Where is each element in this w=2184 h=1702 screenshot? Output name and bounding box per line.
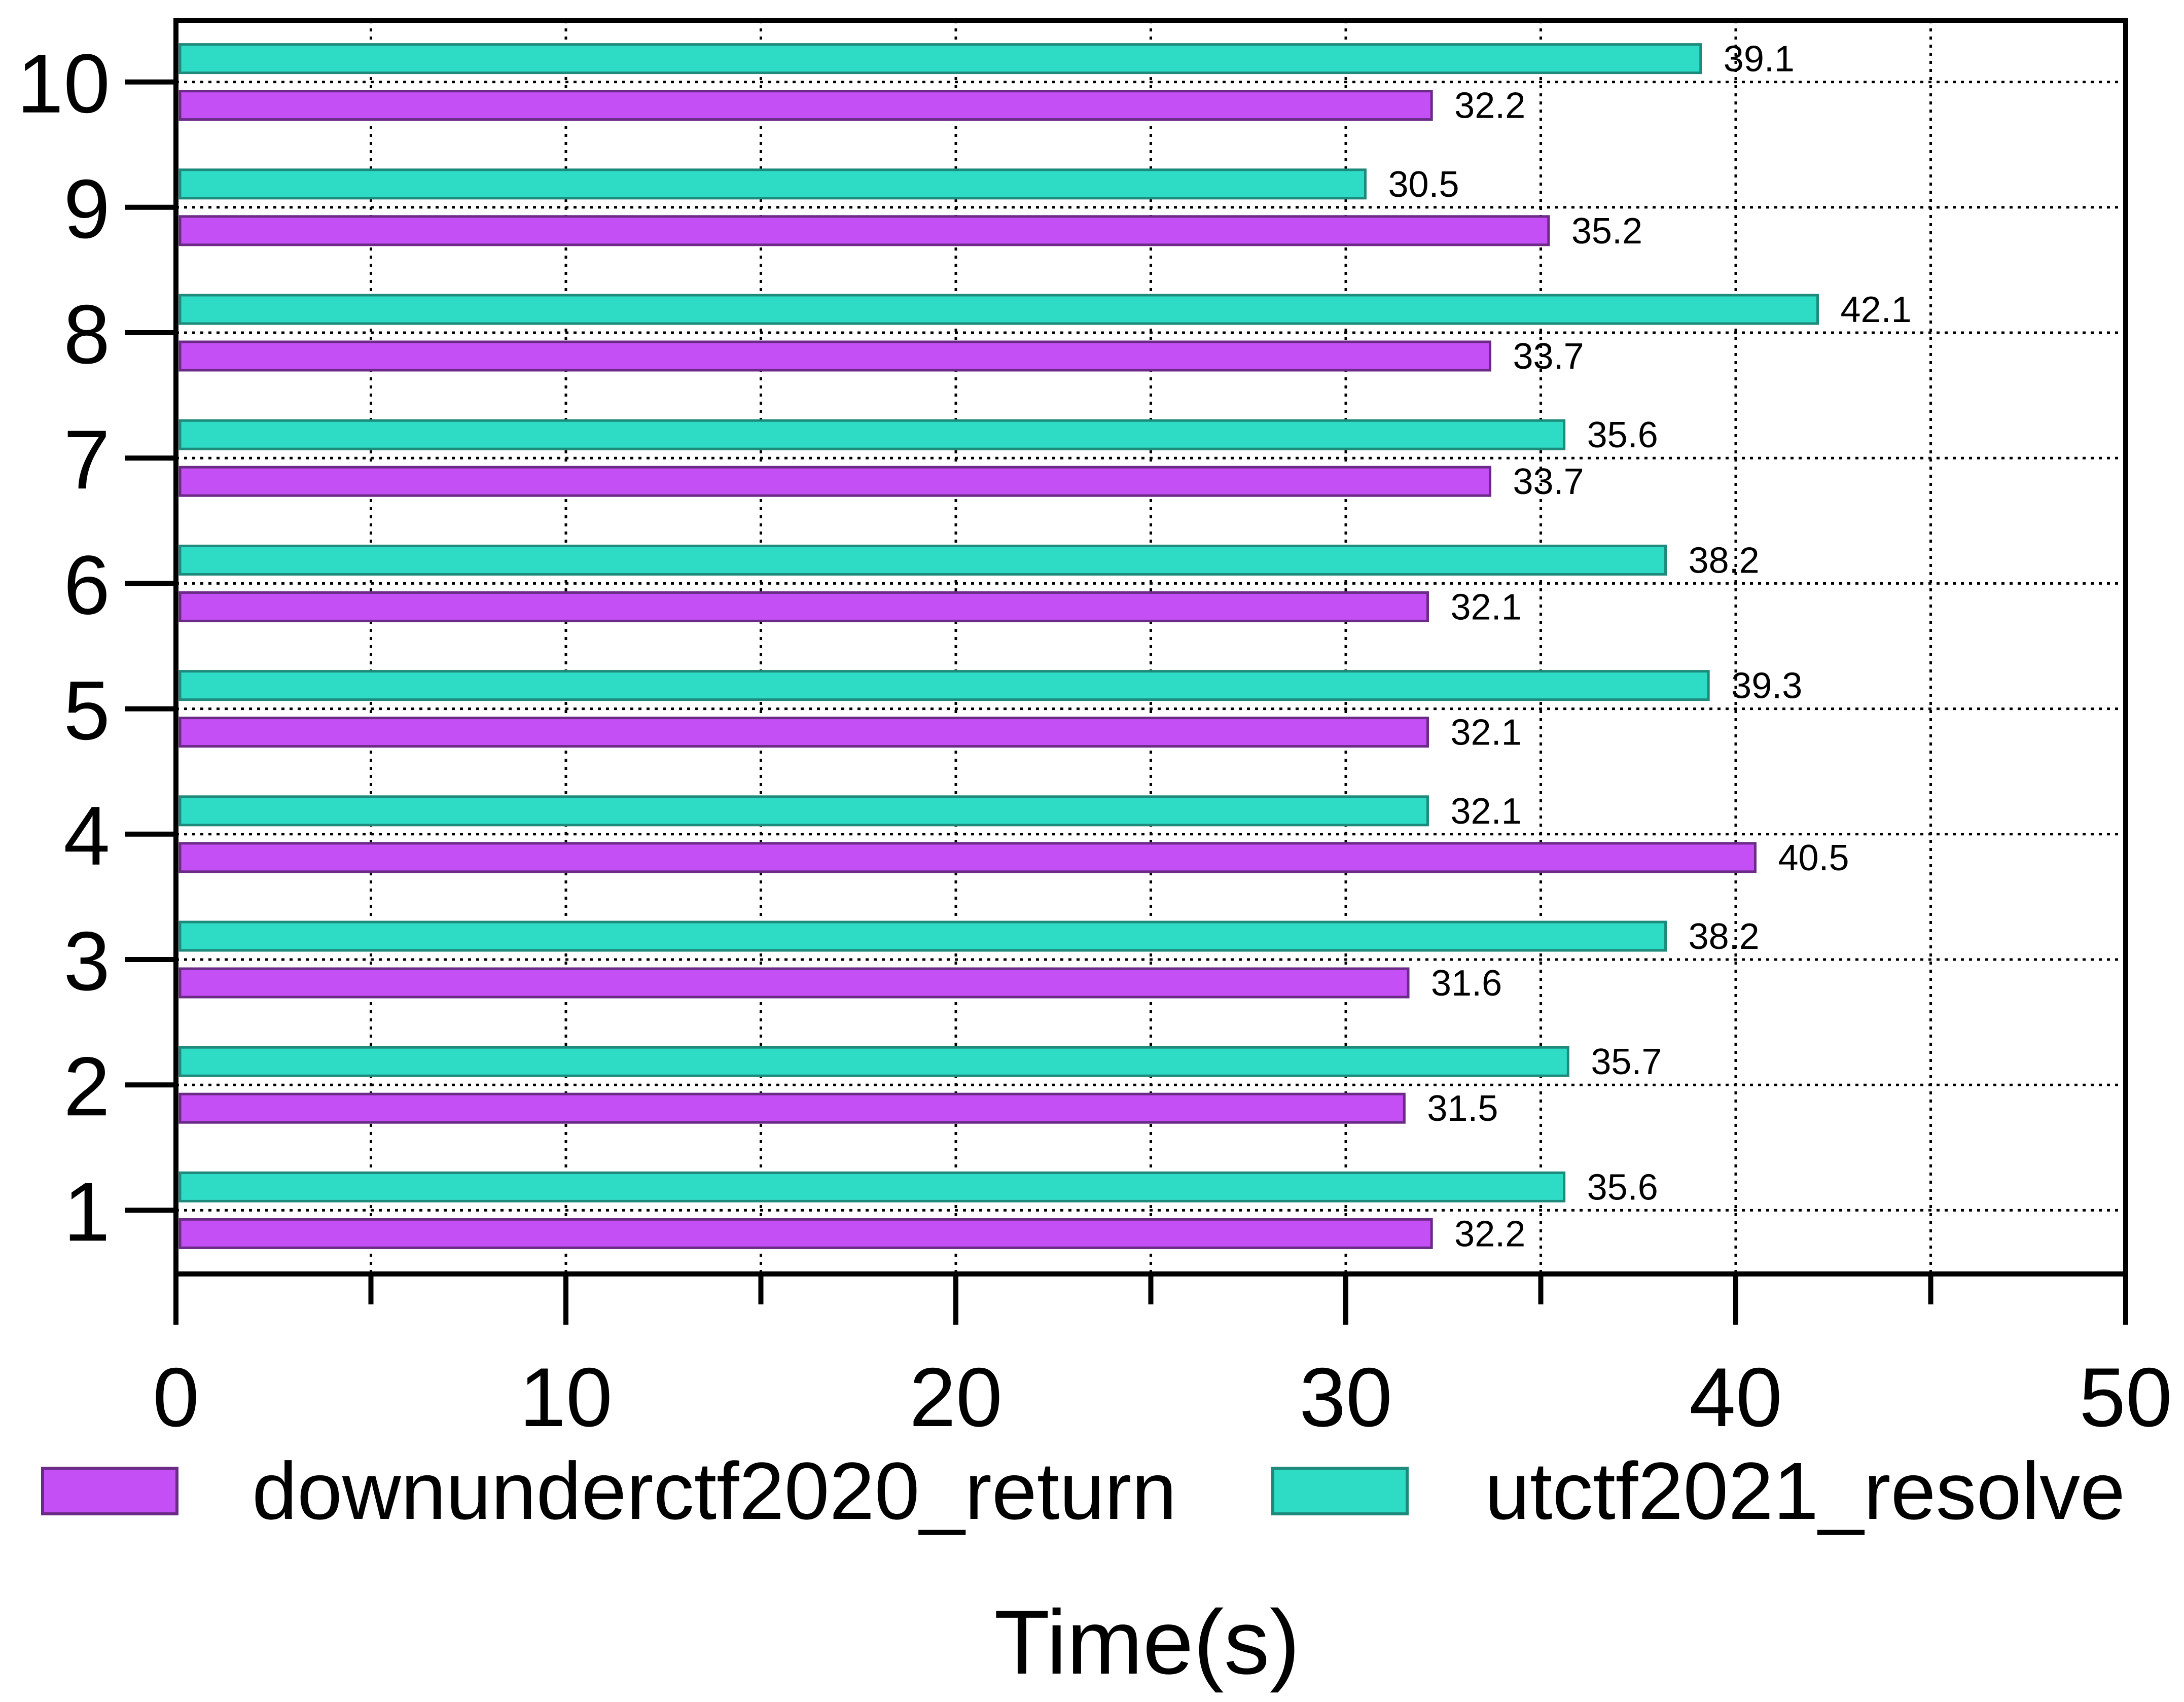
y-tick-label: 2 [63,1040,110,1133]
x-tick-label: 10 [519,1351,613,1444]
data-label: 38.2 [1689,916,1760,957]
y-tick-label: 9 [63,162,110,256]
y-tick-label: 5 [63,664,110,757]
bar-utctf-10 [178,43,1702,75]
data-label: 38.2 [1689,540,1760,581]
data-label: 32.2 [1454,1214,1525,1254]
legend-swatch-downunder [41,1467,178,1515]
legend-label-utctf: utctf2021_resolve [1485,1445,2125,1536]
bar-downunder-6 [178,591,1429,622]
data-label: 33.7 [1513,336,1584,377]
bar-utctf-1 [178,1171,1566,1202]
data-label: 32.1 [1450,587,1521,627]
data-label: 32.1 [1450,713,1521,753]
bar-downunder-3 [178,967,1410,999]
bar-downunder-5 [178,717,1429,748]
y-tick-label: 1 [63,1165,110,1258]
legend-swatch-utctf [1271,1467,1409,1515]
bars [178,43,1819,1249]
data-label: 42.1 [1840,290,1911,330]
bar-utctf-5 [178,670,1710,701]
bar-downunder-7 [178,466,1492,497]
data-label: 35.6 [1587,415,1658,455]
x-tick-label: 20 [909,1351,1003,1444]
x-tick-label: 0 [153,1351,199,1444]
data-label: 35.2 [1571,211,1642,252]
data-label: 31.5 [1427,1088,1498,1129]
bar-utctf-7 [178,419,1566,450]
bar-downunder-10 [178,90,1433,121]
x-tick-label: 50 [2079,1351,2172,1444]
y-tick-label: 6 [63,538,110,631]
data-label: 35.6 [1587,1167,1658,1208]
data-label: 39.3 [1731,666,1802,706]
data-label: 30.5 [1388,164,1459,205]
bar-downunder-2 [178,1092,1406,1124]
y-tick-label: 8 [63,288,110,381]
bar-utctf-9 [178,168,1367,200]
x-tick-label: 30 [1299,1351,1392,1444]
bar-utctf-4 [178,795,1429,827]
y-tick-label: 3 [63,914,110,1008]
bar-downunder-1 [178,1218,1433,1249]
y-tick-label: 10 [17,37,110,130]
x-tick-label: 40 [1689,1351,1782,1444]
bar-utctf-2 [178,1046,1569,1077]
bar-downunder-9 [178,215,1550,246]
data-label: 31.6 [1431,963,1502,1004]
y-tick-label: 4 [63,789,110,882]
data-label: 35.7 [1591,1042,1662,1082]
axes: 1 2 3 4 5 6 7 8 9 10 0 10 20 30 40 50 [17,18,2172,1444]
grid [176,20,2126,1274]
bar-utctf-3 [178,920,1667,952]
data-label: 40.5 [1778,838,1849,878]
legend-label-downunder: downunderctf2020_return [252,1445,1177,1536]
data-labels: 32.2 31.5 31.6 40.5 32.1 32.1 33.7 33.7 35.2 32.2… [1388,39,1911,1255]
bar-utctf-6 [178,544,1667,576]
data-label: 39.1 [1724,39,1795,80]
data-label: 33.7 [1513,462,1584,502]
bar-downunder-8 [178,340,1492,372]
data-label: 32.1 [1450,791,1521,832]
x-axis-title: Time(s) [994,1591,1300,1693]
data-label: 32.2 [1454,86,1525,126]
bar-downunder-4 [178,842,1757,873]
bar-utctf-8 [178,294,1819,325]
y-tick-label: 7 [63,413,110,506]
legend: downunderctf2020_return utctf2021_resolve [41,1445,2125,1536]
